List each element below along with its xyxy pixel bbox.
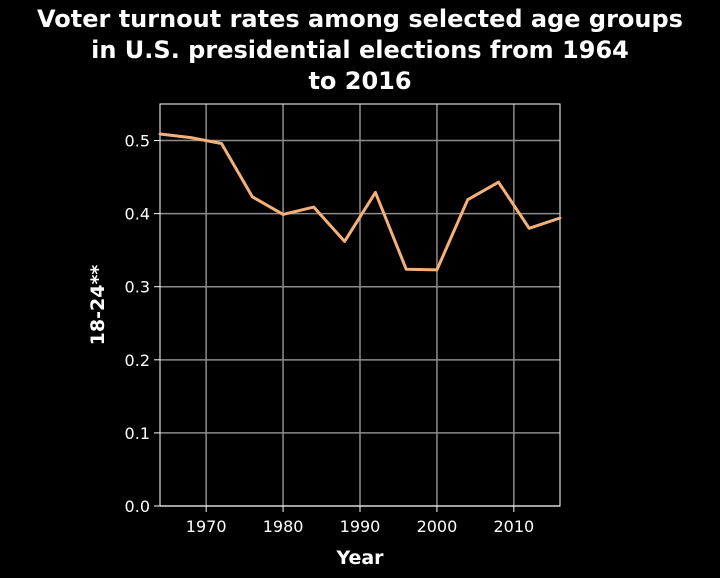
series-layer	[158, 132, 562, 272]
x-tick-label: 2000	[417, 517, 458, 536]
chart-title: Voter turnout rates among selected age g…	[0, 4, 720, 97]
x-tick-label: 1970	[186, 517, 227, 536]
chart-title-line-3: to 2016	[308, 67, 412, 95]
chart-title-line-1: Voter turnout rates among selected age g…	[37, 5, 683, 33]
x-tick-label: 1980	[263, 517, 304, 536]
y-tick-label: 0.0	[125, 497, 150, 516]
y-axis: 0.0 0.1 0.2 0.3 0.4 0.5	[125, 132, 160, 516]
y-axis-label: 18-24**	[87, 265, 109, 346]
x-axis: 1970 1980 1990 2000 2010	[186, 506, 534, 536]
y-tick-label: 0.1	[125, 424, 150, 443]
y-tick-label: 0.2	[125, 351, 150, 370]
chart-title-line-2: in U.S. presidential elections from 1964	[91, 36, 629, 64]
x-tick-label: 1990	[340, 517, 381, 536]
y-tick-label: 0.3	[125, 278, 150, 297]
y-tick-label: 0.4	[125, 205, 150, 224]
x-axis-label: Year	[335, 547, 384, 569]
x-tick-label: 2010	[493, 517, 534, 536]
grid	[160, 104, 560, 507]
series-line	[158, 132, 562, 272]
y-tick-label: 0.5	[125, 132, 150, 151]
